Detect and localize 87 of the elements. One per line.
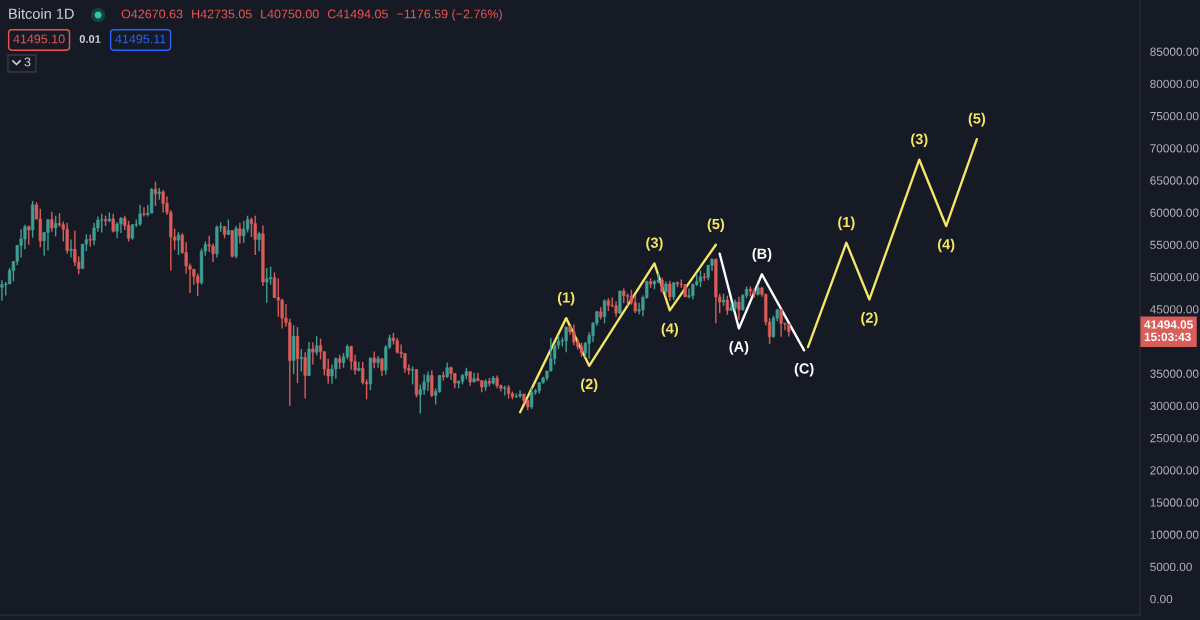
candlestick <box>633 294 637 314</box>
y-tick-label: 20000.00 <box>1150 466 1199 475</box>
annotation: (B) <box>752 248 772 262</box>
y-tick-label: 30000.00 <box>1150 401 1199 411</box>
annotation: 41495.10 <box>13 34 65 44</box>
candlestick <box>426 370 430 392</box>
y-tick-label: 35000.00 <box>1150 369 1199 378</box>
candlestick <box>257 231 261 252</box>
y-tick-label: 80000.00 <box>1150 79 1199 89</box>
candlestick <box>50 211 54 233</box>
candlestick <box>161 189 165 214</box>
candlestick <box>268 265 273 286</box>
annotation: (3) <box>646 237 663 251</box>
annotation: (2) <box>581 378 598 393</box>
annotation: 0.01 <box>79 35 101 43</box>
candlestick <box>303 351 307 400</box>
candlestick <box>238 222 242 245</box>
y-tick-label: 55000.00 <box>1150 240 1199 250</box>
y-tick-label: 70000.00 <box>1150 144 1199 153</box>
candlestick <box>411 365 415 386</box>
candlestick <box>54 215 58 238</box>
y-tick-label: 60000.00 <box>1150 208 1199 217</box>
candlestick <box>100 213 104 234</box>
candlestick <box>687 287 691 299</box>
annotation: L40750.00 <box>261 9 319 19</box>
annotation: H42735.05 <box>192 9 252 19</box>
y-tick-label: 0.00 <box>1150 594 1173 604</box>
candlestick <box>19 228 23 259</box>
candlestick <box>65 222 69 255</box>
candlestick <box>196 272 200 297</box>
y-tick-label: 65000.00 <box>1150 176 1199 185</box>
candlestick <box>725 294 729 316</box>
annotation: (2) <box>861 312 878 326</box>
candlestick <box>295 326 300 384</box>
candlestick <box>672 281 676 301</box>
candlestick <box>315 335 319 357</box>
y-tick-label: 15000.00 <box>1150 498 1199 507</box>
candlestick <box>334 356 338 380</box>
annotation: (3) <box>911 133 928 148</box>
candlestick <box>249 216 254 238</box>
candlestick <box>430 369 434 399</box>
candlestick <box>69 238 73 259</box>
annotation: 41495.11 <box>115 34 166 44</box>
annotation: 3 <box>24 57 31 67</box>
y-tick-label: 10000.00 <box>1150 530 1199 539</box>
candlestick <box>299 348 303 373</box>
annotation: (4) <box>937 238 955 253</box>
candlestick <box>265 267 269 304</box>
candlestick <box>242 220 246 244</box>
candlestick <box>380 357 384 377</box>
candlestick <box>572 323 576 346</box>
y-tick-label: 75000.00 <box>1150 111 1199 121</box>
candlestick <box>779 308 783 338</box>
candlestick <box>46 218 50 252</box>
y-tick-label: 25000.00 <box>1150 433 1199 443</box>
annotation: (5) <box>707 218 725 233</box>
candlestick <box>149 187 154 214</box>
candlestick <box>176 231 181 256</box>
candlestick <box>138 204 142 227</box>
candlestick <box>276 277 280 318</box>
candlestick <box>38 207 42 248</box>
candlestick <box>142 206 146 218</box>
y-tick-label: 85000.00 <box>1150 47 1199 56</box>
chart-title: Bitcoin 1D <box>9 8 74 19</box>
annotation: C41494.05 <box>327 9 388 19</box>
candlestick <box>253 215 257 256</box>
annotation: −1176.59 (−2.76%) <box>397 9 502 21</box>
candlestick <box>737 296 741 321</box>
candlestick <box>27 224 31 246</box>
y-tick-label: 45000.00 <box>1149 305 1199 314</box>
candlestick <box>357 361 361 373</box>
text: 41494.05 15:03:43 <box>1144 320 1193 342</box>
annotation: O42670.63 <box>121 9 183 19</box>
candlestick <box>126 220 131 243</box>
candlestick <box>564 325 568 353</box>
annotation: (A) <box>729 341 749 355</box>
candlestick <box>311 341 315 366</box>
annotation: (1) <box>557 291 575 306</box>
candlestick <box>668 280 672 302</box>
candlestick <box>0 279 4 302</box>
y-tick-label: 50000.00 <box>1150 272 1199 282</box>
candlestick <box>272 271 277 299</box>
annotation: (C) <box>794 362 814 377</box>
y-tick-label: 5000.00 <box>1150 562 1192 572</box>
annotation: (5) <box>968 112 986 127</box>
annotation: (1) <box>838 216 855 231</box>
annotation: (4) <box>661 323 678 337</box>
